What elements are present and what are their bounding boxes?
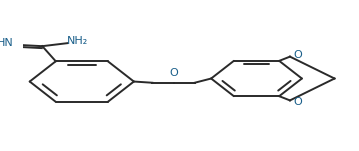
Text: NH₂: NH₂ bbox=[67, 36, 88, 46]
Text: O: O bbox=[169, 68, 178, 78]
Text: O: O bbox=[293, 50, 302, 60]
Text: O: O bbox=[293, 97, 302, 107]
Text: HN: HN bbox=[0, 38, 14, 48]
